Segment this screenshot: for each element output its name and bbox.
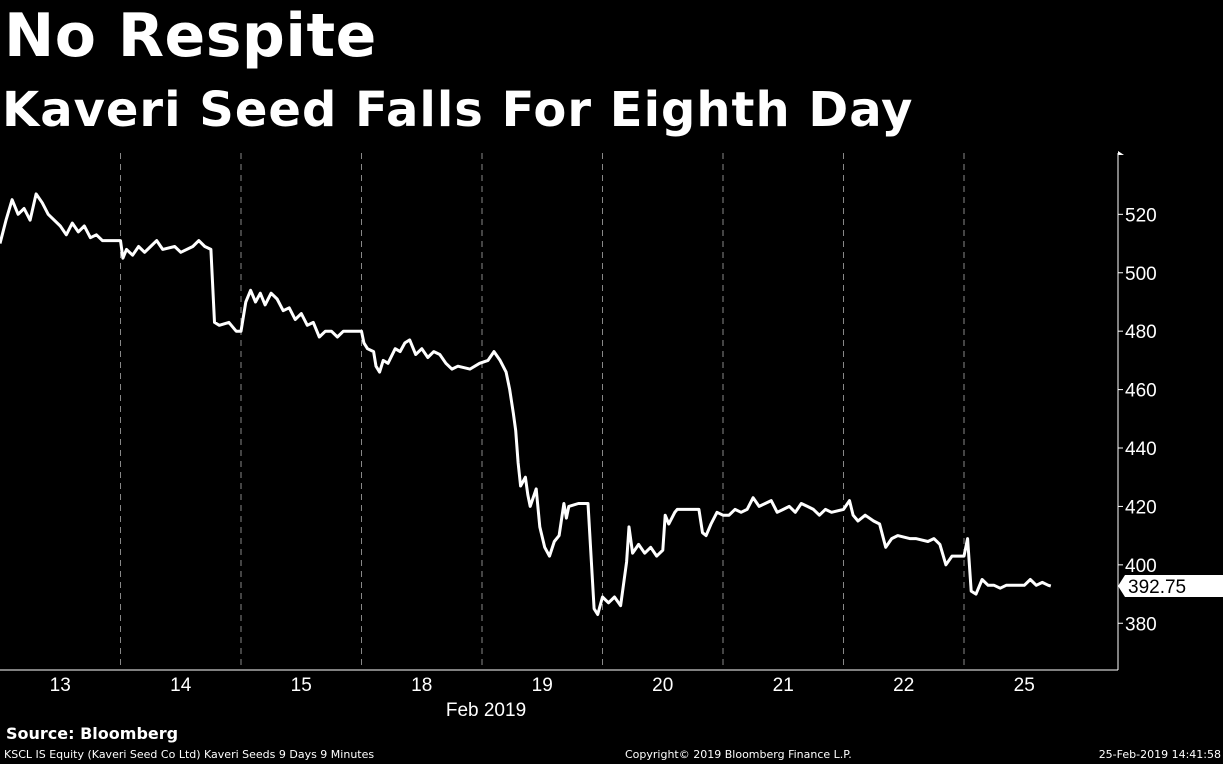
x-tick-label: 19 [532, 675, 553, 696]
x-tick-labels: 13 14 15 18 19 20 21 22 25 [50, 675, 1035, 696]
chart-subtitle: Kaveri Seed Falls For Eighth Day [2, 82, 914, 138]
x-tick-label: 13 [50, 675, 71, 696]
last-value-box [1118, 575, 1223, 598]
x-tick-label: 20 [652, 675, 673, 696]
y-tick-label: 460 [1125, 381, 1157, 402]
last-value-marker: 392.75 [1118, 575, 1223, 598]
footer-description: KSCL IS Equity (Kaveri Seed Co Ltd) Kave… [4, 748, 375, 761]
y-tick-label: 380 [1125, 614, 1157, 635]
y-tick-labels: 380 400 420 440 460 480 500 520 [1118, 205, 1157, 635]
x-axis-label: Feb 2019 [446, 700, 526, 721]
axes [0, 151, 1124, 671]
footer-copyright: Copyright© 2019 Bloomberg Finance L.P. [625, 748, 852, 761]
y-tick-label: 400 [1125, 556, 1157, 577]
price-line [0, 192, 1052, 616]
x-tick-label: 14 [170, 675, 192, 696]
x-tick-label: 18 [411, 675, 432, 696]
y-tick-label: 420 [1125, 497, 1157, 518]
y-axis-arrow [1118, 151, 1124, 155]
x-tick-label: 15 [291, 675, 312, 696]
source-label: Source: Bloomberg [6, 724, 179, 743]
y-tick-label: 440 [1125, 439, 1157, 460]
x-tick-label: 22 [893, 675, 914, 696]
footer-timestamp: 25-Feb-2019 14:41:58 [1098, 748, 1221, 761]
y-tick-label: 480 [1125, 322, 1157, 343]
last-value-label: 392.75 [1128, 577, 1186, 598]
x-tick-label: 21 [773, 675, 794, 696]
chart-title: No Respite [4, 1, 377, 71]
y-tick-label: 520 [1125, 205, 1157, 226]
x-tick-label: 25 [1014, 675, 1035, 696]
y-tick-label: 500 [1125, 264, 1157, 285]
gridlines [120, 153, 965, 670]
